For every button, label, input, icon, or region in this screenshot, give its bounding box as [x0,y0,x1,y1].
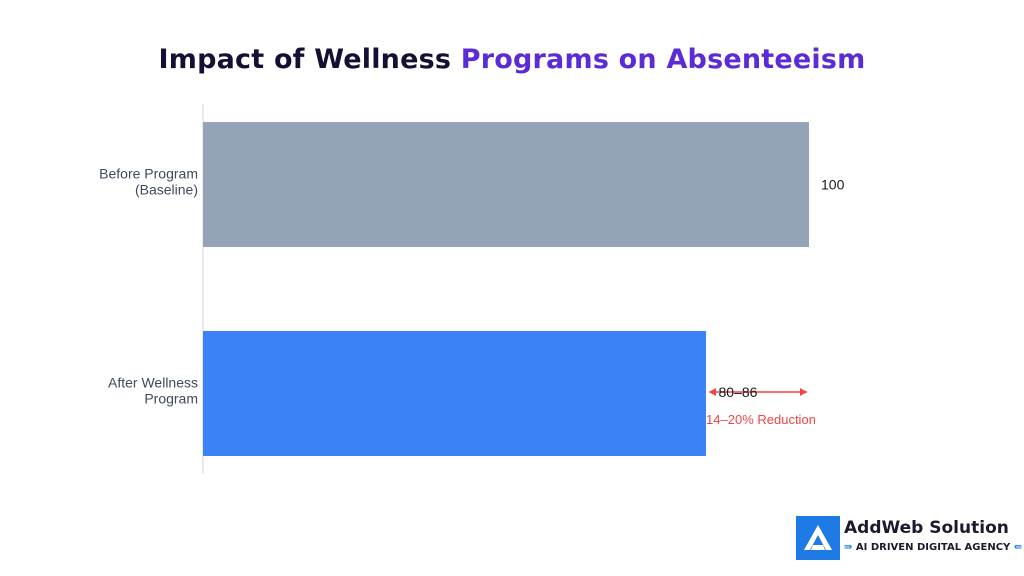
category-label: Program [144,391,198,407]
speed-arrows-icon: ⇛ [844,542,856,553]
category-label: (Baseline) [135,182,198,198]
reduction-annotation: 14–20% Reduction [706,412,816,427]
addweb-logo-icon [796,516,840,560]
data-label: 100 [821,177,845,193]
brand-tagline-text: AI DRIVEN DIGITAL AGENCY [855,542,1011,553]
chart-title: Impact of Wellness Programs on Absenteei… [0,44,1024,75]
arrow-head-right-icon [800,388,807,396]
category-label: Before Program [99,166,198,182]
arrow-head-left-icon [708,388,716,396]
chart-title-part2: Programs on Absenteeism [460,44,866,75]
chart-title-part1: Impact of Wellness [158,44,461,75]
bar-2 [203,331,706,456]
speed-arrows-icon: ⇚ [1010,542,1023,553]
bar-1 [203,122,809,247]
brand-badge: AddWeb Solution ⇛ AI DRIVEN DIGITAL AGEN… [796,516,1022,560]
brand-tagline: ⇛ AI DRIVEN DIGITAL AGENCY ⇚ [844,542,1022,553]
data-label: 80–86 [719,384,758,400]
category-label: After Wellness [108,375,198,391]
brand-name: AddWeb Solution [844,518,1009,538]
